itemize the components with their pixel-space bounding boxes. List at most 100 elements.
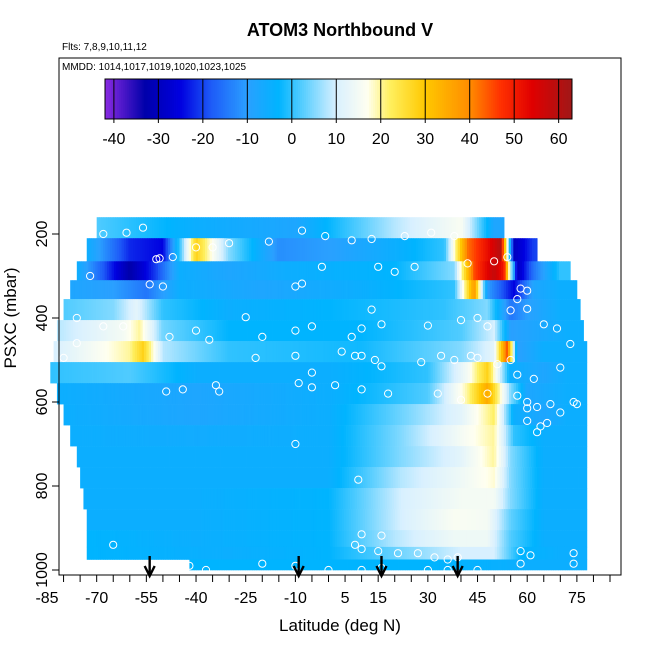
heatmap-cell — [360, 546, 364, 560]
colorbar-cell — [405, 79, 408, 119]
heatmap-cell — [524, 238, 528, 262]
heatmap-cell — [206, 280, 210, 300]
heatmap-cell — [198, 404, 201, 426]
heatmap-cell — [484, 488, 488, 510]
arrow-marker — [292, 556, 305, 579]
heatmap-cell — [547, 488, 550, 510]
heatmap-cell — [169, 341, 173, 363]
heatmap-cell — [210, 559, 213, 571]
heatmap-cell — [435, 362, 438, 384]
heatmap-cell — [102, 280, 106, 300]
heatmap-cell — [538, 261, 541, 281]
heatmap-cell — [91, 383, 95, 405]
heatmap-cell — [145, 320, 148, 342]
heatmap-cell — [146, 446, 150, 468]
heatmap-cell — [449, 217, 452, 239]
observation-point — [552, 324, 562, 333]
heatmap-cell — [222, 261, 226, 281]
heatmap-cell — [444, 383, 447, 405]
heatmap-cell — [369, 425, 372, 447]
heatmap-cell — [276, 425, 280, 447]
heatmap-cell — [452, 261, 456, 281]
heatmap-cell — [215, 446, 219, 468]
heatmap-cell — [481, 217, 485, 239]
heatmap-cell — [319, 217, 322, 239]
heatmap-cell — [461, 425, 465, 447]
heatmap-cell — [298, 383, 301, 405]
heatmap-cell — [119, 509, 122, 531]
heatmap-cell — [320, 509, 324, 531]
heatmap-cell — [193, 509, 197, 531]
heatmap-cell — [334, 238, 338, 262]
heatmap-cell — [234, 341, 238, 363]
heatmap-cell — [312, 559, 315, 571]
heatmap-cell — [132, 280, 136, 300]
heatmap-cell — [230, 404, 234, 426]
colorbar-cell — [145, 79, 149, 119]
heatmap-cell — [575, 509, 579, 531]
heatmap-cell — [476, 559, 480, 571]
heatmap-cell — [125, 446, 129, 468]
heatmap-cell — [416, 383, 419, 405]
colorbar-cell — [332, 79, 335, 119]
heatmap-cell — [144, 404, 148, 426]
heatmap-cell — [538, 299, 542, 321]
heatmap-cell — [429, 299, 433, 321]
heatmap-cell — [418, 320, 422, 342]
heatmap-cell — [281, 467, 285, 489]
heatmap-cell — [242, 546, 245, 560]
heatmap-cell — [443, 546, 447, 560]
heatmap-cell — [329, 341, 333, 363]
heatmap-cell — [483, 217, 487, 239]
heatmap-cell — [313, 404, 317, 426]
heatmap-cell — [475, 488, 478, 510]
heatmap-cell — [543, 280, 546, 300]
heatmap-cell — [446, 559, 450, 571]
heatmap-cell — [326, 217, 329, 239]
colorbar-cell — [212, 79, 216, 119]
heatmap-cell — [430, 383, 433, 405]
heatmap-cell — [299, 425, 303, 447]
heatmap-cell — [466, 341, 469, 363]
heatmap-cell — [441, 425, 444, 447]
heatmap-cell — [344, 559, 348, 571]
heatmap-cell — [367, 362, 371, 384]
heatmap-cell — [527, 320, 531, 342]
heatmap-cell — [368, 341, 372, 363]
heatmap-cell — [534, 404, 537, 426]
heatmap-cell — [555, 546, 558, 560]
heatmap-cell — [134, 261, 138, 281]
heatmap-cell — [185, 341, 189, 363]
heatmap-cell — [550, 509, 554, 531]
heatmap-cell — [582, 530, 586, 548]
heatmap-cell — [202, 530, 206, 548]
colorbar-cell — [569, 79, 573, 119]
colorbar-cell — [236, 79, 240, 119]
heatmap-cell — [474, 320, 477, 342]
heatmap-cell — [325, 238, 329, 262]
heatmap-cell — [244, 280, 247, 300]
heatmap-cell — [311, 238, 315, 262]
heatmap-cell — [68, 320, 72, 342]
heatmap-cell — [171, 261, 175, 281]
heatmap-cell — [191, 467, 195, 489]
heatmap-cell — [116, 299, 120, 321]
heatmap-cell — [527, 238, 530, 262]
heatmap-cell — [371, 530, 375, 548]
heatmap-cell — [150, 362, 153, 384]
heatmap-cell — [525, 467, 528, 489]
heatmap-cell — [284, 559, 288, 571]
heatmap-cell — [506, 509, 510, 531]
heatmap-cell — [293, 217, 297, 239]
heatmap-cell — [492, 320, 496, 342]
heatmap-cell — [198, 546, 201, 560]
heatmap-cell — [121, 238, 125, 262]
heatmap-cell — [235, 530, 238, 548]
colorbar-cell — [111, 79, 114, 119]
heatmap-cell — [402, 320, 406, 342]
heatmap-cell — [94, 467, 97, 489]
heatmap-cell — [576, 467, 579, 489]
heatmap-cell — [422, 238, 426, 262]
heatmap-cell — [334, 261, 337, 281]
heatmap-cell — [209, 509, 213, 531]
